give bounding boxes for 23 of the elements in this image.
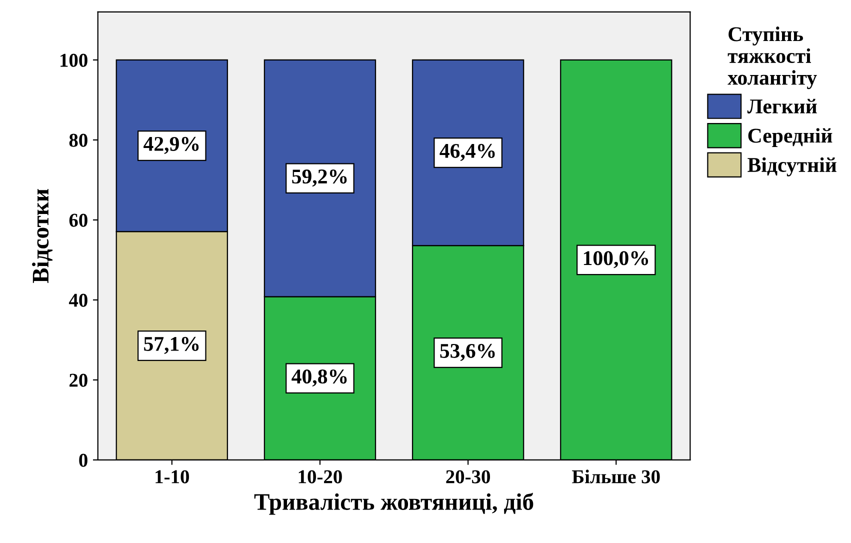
x-tick-label: 20-30: [446, 470, 490, 484]
x-axis-title: Тривалість жовтяниці, діб: [254, 492, 534, 515]
x-tick-label: 1-10: [156, 470, 189, 484]
data-label: 57,1%: [144, 336, 199, 354]
data-label: 100,0%: [584, 251, 648, 268]
y-axis-title: Відсотки: [32, 189, 52, 284]
legend-label: Середній: [748, 128, 832, 147]
data-label: 53,6%: [440, 344, 495, 361]
data-label: 40,8%: [292, 369, 347, 387]
y-tick-label: 40: [68, 294, 88, 307]
legend-label: Легкий: [747, 98, 817, 114]
x-tick-label: 10-20: [298, 470, 342, 484]
y-tick-label: 80: [69, 134, 88, 147]
data-label: 59,2%: [292, 169, 347, 187]
legend-title: Ступінь тяжкості холангіту: [728, 26, 817, 90]
data-label: 42,9%: [144, 136, 199, 154]
data-label: 46,4%: [440, 144, 495, 161]
legend-label: Відсутній: [748, 157, 836, 176]
y-tick-label: 60: [69, 214, 88, 227]
x-tick-label: Більше 30: [572, 470, 660, 484]
y-tick-label: 0: [79, 454, 88, 467]
y-tick-label: 100: [60, 54, 88, 67]
y-tick-label: 20: [70, 374, 88, 387]
